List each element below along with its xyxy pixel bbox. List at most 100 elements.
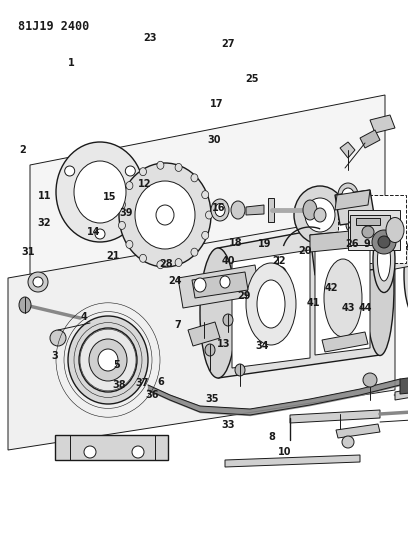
Text: 29: 29: [237, 291, 251, 301]
Ellipse shape: [56, 142, 144, 242]
Text: 17: 17: [209, 99, 223, 109]
Ellipse shape: [342, 188, 354, 202]
Polygon shape: [348, 210, 400, 250]
Text: 34: 34: [255, 342, 269, 351]
Text: 26: 26: [345, 239, 359, 249]
Text: 44: 44: [358, 303, 372, 313]
Ellipse shape: [202, 231, 209, 239]
Text: 8: 8: [268, 432, 275, 442]
Text: 37: 37: [135, 378, 149, 387]
Ellipse shape: [98, 349, 118, 371]
Ellipse shape: [175, 164, 182, 172]
Ellipse shape: [79, 328, 137, 392]
Text: 10: 10: [278, 447, 292, 457]
Ellipse shape: [200, 248, 236, 378]
Text: 7: 7: [174, 320, 181, 330]
Ellipse shape: [324, 259, 362, 337]
Text: 33: 33: [221, 421, 235, 430]
Polygon shape: [30, 95, 385, 295]
Ellipse shape: [211, 199, 229, 221]
Ellipse shape: [305, 198, 335, 232]
Polygon shape: [315, 240, 370, 355]
Ellipse shape: [348, 221, 355, 229]
Polygon shape: [336, 424, 380, 438]
Text: 36: 36: [145, 391, 159, 400]
Ellipse shape: [140, 168, 146, 176]
Polygon shape: [218, 218, 380, 378]
Circle shape: [363, 373, 377, 387]
Circle shape: [84, 446, 96, 458]
Polygon shape: [350, 215, 390, 245]
Polygon shape: [188, 322, 220, 346]
Text: 9: 9: [364, 239, 370, 249]
Ellipse shape: [157, 261, 164, 269]
Ellipse shape: [191, 174, 198, 182]
Polygon shape: [370, 115, 395, 133]
Polygon shape: [225, 455, 360, 467]
Polygon shape: [395, 386, 408, 400]
Ellipse shape: [65, 166, 75, 176]
Text: 38: 38: [112, 380, 126, 390]
Polygon shape: [335, 190, 370, 210]
Ellipse shape: [235, 364, 245, 376]
Text: 27: 27: [221, 39, 235, 49]
Text: 32: 32: [37, 218, 51, 228]
Ellipse shape: [175, 259, 182, 266]
Polygon shape: [8, 210, 395, 450]
Ellipse shape: [246, 263, 296, 345]
Ellipse shape: [364, 220, 372, 230]
Ellipse shape: [194, 278, 206, 292]
Ellipse shape: [303, 200, 317, 220]
Circle shape: [33, 277, 43, 287]
Text: 12: 12: [138, 179, 152, 189]
Ellipse shape: [74, 161, 126, 223]
Text: 28: 28: [160, 259, 173, 269]
Text: 40: 40: [222, 256, 235, 266]
Text: 15: 15: [102, 192, 116, 202]
Text: 31: 31: [21, 247, 35, 256]
Ellipse shape: [373, 228, 395, 293]
Circle shape: [28, 272, 48, 292]
Text: 21: 21: [106, 251, 120, 261]
Polygon shape: [246, 205, 264, 215]
Polygon shape: [335, 190, 375, 225]
Text: 19: 19: [257, 239, 271, 249]
Ellipse shape: [89, 339, 127, 381]
Text: 81J19 2400: 81J19 2400: [18, 20, 89, 33]
Ellipse shape: [206, 211, 213, 219]
Polygon shape: [268, 198, 274, 222]
Polygon shape: [310, 228, 390, 275]
Ellipse shape: [377, 239, 390, 281]
Ellipse shape: [202, 191, 209, 199]
Polygon shape: [322, 332, 368, 352]
Ellipse shape: [118, 221, 126, 229]
Ellipse shape: [342, 436, 354, 448]
Ellipse shape: [294, 186, 346, 244]
Text: 30: 30: [207, 135, 221, 144]
Polygon shape: [178, 265, 260, 308]
Text: 14: 14: [87, 227, 101, 237]
Text: 1: 1: [68, 58, 75, 68]
Text: 11: 11: [38, 191, 52, 201]
Ellipse shape: [119, 163, 211, 267]
Ellipse shape: [270, 266, 286, 278]
Ellipse shape: [215, 204, 225, 216]
Ellipse shape: [135, 181, 195, 249]
Polygon shape: [310, 228, 390, 252]
Ellipse shape: [191, 248, 198, 256]
Circle shape: [132, 446, 144, 458]
Text: 16: 16: [211, 203, 225, 213]
Text: 41: 41: [306, 298, 320, 308]
Polygon shape: [290, 410, 380, 423]
Text: 20: 20: [298, 246, 312, 255]
Polygon shape: [340, 142, 355, 158]
Ellipse shape: [386, 217, 404, 243]
Text: 4: 4: [80, 312, 87, 322]
Text: 6: 6: [158, 377, 164, 387]
Ellipse shape: [126, 182, 133, 190]
Ellipse shape: [19, 297, 31, 313]
Circle shape: [50, 330, 66, 346]
Text: 24: 24: [169, 277, 182, 286]
Text: 2: 2: [19, 146, 26, 155]
Ellipse shape: [346, 218, 358, 232]
